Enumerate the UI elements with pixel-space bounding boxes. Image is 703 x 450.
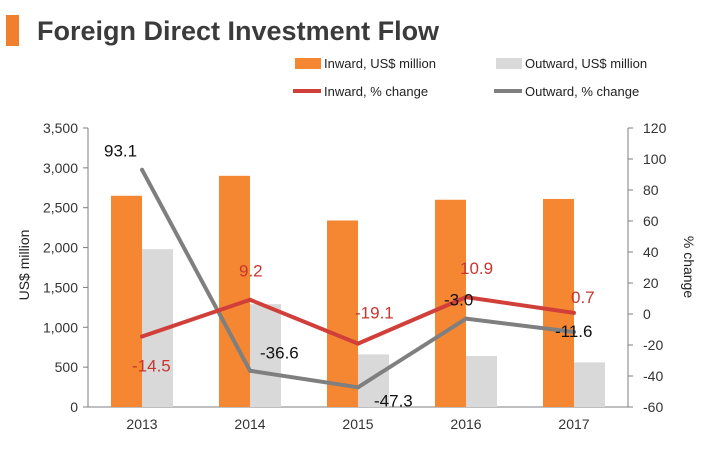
y2-tick-label: -20 <box>643 337 663 353</box>
y-tick-label: 500 <box>55 359 79 375</box>
legend-inward-bar-label: Inward, US$ million <box>324 56 436 71</box>
outward-change-label: -3.0 <box>444 291 473 310</box>
y2-tick-label: 120 <box>643 120 667 136</box>
y2-axis-title: % change <box>681 236 697 298</box>
outward-change-point <box>464 316 468 321</box>
inward-change-point <box>248 297 252 302</box>
legend: Inward, US$ million Outward, US$ million… <box>293 56 647 99</box>
y2-tick-label: -60 <box>643 399 663 415</box>
inward-change-point <box>572 310 576 315</box>
inward-change-point <box>464 295 468 300</box>
outward-change-label: -11.6 <box>555 322 593 341</box>
plot-area: 0 500 1,000 1,500 2,000 2,500 3,000 3,500 -60 -40… <box>43 120 667 432</box>
outward-change-point <box>248 368 252 373</box>
outward-change-point <box>356 385 360 390</box>
legend-inward-bar-swatch <box>295 58 321 69</box>
outward-bar <box>466 355 497 407</box>
chart-title: Foreign Direct Investment Flow <box>37 16 440 46</box>
outward-change-point <box>572 329 576 334</box>
inward-bar <box>219 175 250 407</box>
y2-tick-label: -40 <box>643 368 663 384</box>
outward-bar <box>250 304 281 407</box>
y2-tick-label: 100 <box>643 151 667 167</box>
y-tick-label: 1,500 <box>43 279 78 295</box>
inward-change-label: 9.2 <box>239 262 263 281</box>
outward-change-label: -47.3 <box>374 391 413 410</box>
x-tick-label: 2017 <box>558 416 589 432</box>
inward-change-label: -14.5 <box>132 356 171 375</box>
inward-bar <box>327 220 358 407</box>
y-axis-title: US$ million <box>16 230 32 301</box>
y-tick-label: 2,500 <box>43 200 78 216</box>
inward-bar <box>111 195 142 407</box>
inward-change-label: 0.7 <box>571 288 595 307</box>
y-tick-label: 3,500 <box>43 120 78 136</box>
outward-change-label: -36.6 <box>260 344 299 363</box>
legend-outward-line-label: Outward, % change <box>525 84 639 99</box>
legend-inward-line-label: Inward, % change <box>324 84 428 99</box>
inward-change-label: -19.1 <box>355 304 394 323</box>
legend-outward-bar-swatch <box>496 58 522 69</box>
y2-tick-label: 60 <box>643 213 659 229</box>
y2-tick-label: 40 <box>643 244 659 260</box>
inward-change-point <box>356 341 360 346</box>
y2-tick-label: 0 <box>643 306 651 322</box>
outward-change-point <box>140 167 144 172</box>
outward-change-label: 93.1 <box>104 142 137 161</box>
y-tick-label: 2,000 <box>43 240 78 256</box>
x-tick-label: 2016 <box>450 416 481 432</box>
y2-tick-label: 20 <box>643 275 659 291</box>
x-tick-label: 2014 <box>234 416 265 432</box>
legend-outward-bar-label: Outward, US$ million <box>525 56 647 71</box>
y-tick-label: 0 <box>70 399 78 415</box>
y2-tick-label: 80 <box>643 182 659 198</box>
inward-change-point <box>140 334 144 339</box>
y-tick-label: 3,000 <box>43 160 78 176</box>
title-accent-bar <box>6 15 19 46</box>
x-tick-label: 2013 <box>126 416 157 432</box>
outward-bar <box>574 362 605 407</box>
x-tick-label: 2015 <box>342 416 373 432</box>
inward-change-label: 10.9 <box>460 259 493 278</box>
y-tick-label: 1,000 <box>43 319 78 335</box>
inward-bar <box>543 198 574 407</box>
outward-bar <box>358 354 389 407</box>
